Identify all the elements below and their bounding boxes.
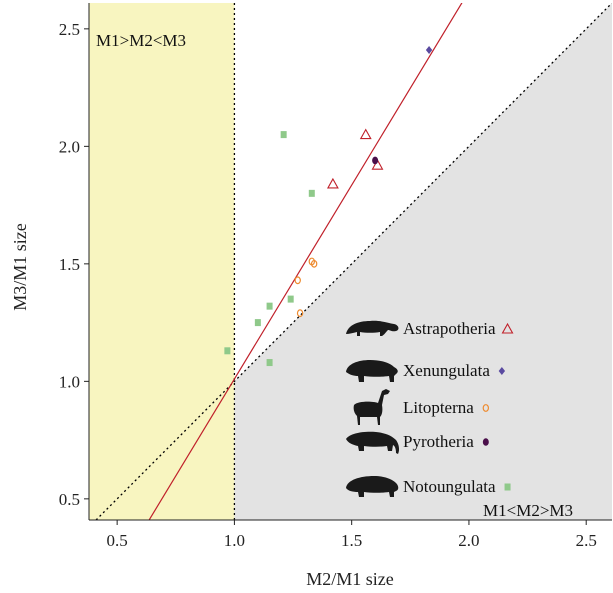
region-label-m1-gt-m2-lt-m3: M1>M2<M3 — [96, 31, 186, 50]
x-tick-label: 1.0 — [224, 531, 245, 550]
axes: 0.5 1.0 1.5 2.0 2.5 0.5 1.0 1.5 2.0 2.5 — [59, 3, 612, 550]
data-point — [294, 276, 301, 285]
regression-line — [148, 3, 463, 520]
legend-label-xenungulata: Xenungulata — [403, 361, 490, 380]
data-point — [266, 302, 273, 310]
legend-entry-litopterna: Litopterna — [353, 389, 490, 425]
y-tick-label: 2.0 — [59, 137, 80, 156]
data-point — [310, 259, 318, 268]
data-point — [280, 131, 287, 139]
x-tick-label: 2.0 — [458, 531, 479, 550]
legend-label-pyrotheria: Pyrotheria — [403, 432, 474, 451]
legend-entry-astrapotheria: Astrapotheria — [346, 319, 514, 338]
data-point — [287, 295, 294, 303]
series-xenungulata — [425, 46, 433, 54]
series-litopterna — [294, 257, 318, 318]
region-m1-lt-m2-gt-m3 — [234, 3, 612, 520]
legend-marker — [501, 322, 514, 334]
legend-label-litopterna: Litopterna — [403, 398, 474, 417]
data-point — [308, 189, 315, 197]
plot-background — [89, 3, 612, 520]
legend: Astrapotheria Xenungulata Litopterna Pyroth… — [346, 319, 514, 497]
x-tick-label: 1.5 — [341, 531, 362, 550]
data-point — [371, 159, 384, 170]
astrapotheria-silhouette-icon — [346, 320, 399, 336]
x-axis-title: M2/M1 size — [306, 569, 394, 589]
legend-label-notoungulata: Notoungulata — [403, 477, 496, 496]
data-points — [224, 46, 433, 367]
legend-entry-pyrotheria: Pyrotheria — [346, 431, 489, 454]
y-axis-title: M3/M1 size — [10, 223, 30, 311]
legend-entry-xenungulata: Xenungulata — [346, 360, 506, 382]
notoungulata-silhouette-icon — [346, 476, 399, 497]
reference-lines — [95, 3, 612, 520]
y-tick-label: 2.5 — [59, 20, 80, 39]
series-astrapotheria — [326, 128, 384, 189]
series-notoungulata — [224, 131, 315, 367]
legend-marker — [498, 367, 506, 375]
x-tick-label: 0.5 — [107, 531, 128, 550]
data-point — [224, 347, 231, 355]
data-point — [266, 359, 273, 367]
legend-marker — [482, 438, 489, 446]
identity-line — [95, 3, 612, 520]
data-point — [425, 46, 433, 54]
y-tick-label: 1.0 — [59, 372, 80, 391]
pyrotheria-silhouette-icon — [346, 431, 400, 454]
data-point — [254, 319, 261, 327]
legend-entry-notoungulata: Notoungulata — [346, 476, 511, 497]
series-pyrotheria — [372, 156, 379, 165]
data-point — [296, 309, 304, 318]
legend-marker — [504, 483, 511, 491]
y-tick-label: 0.5 — [59, 490, 80, 509]
legend-label-astrapotheria: Astrapotheria — [403, 319, 496, 338]
y-tick-label: 1.5 — [59, 255, 80, 274]
region-m1-gt-m2-lt-m3 — [89, 3, 235, 520]
data-point — [372, 156, 379, 165]
data-point — [359, 128, 372, 140]
region-label-m1-lt-m2-gt-m3: M1<M2>M3 — [483, 501, 573, 520]
data-point — [326, 177, 339, 189]
xenungulata-silhouette-icon — [346, 360, 398, 382]
x-tick-label: 2.5 — [576, 531, 597, 550]
legend-marker — [482, 404, 490, 412]
litopterna-silhouette-icon — [353, 389, 390, 425]
